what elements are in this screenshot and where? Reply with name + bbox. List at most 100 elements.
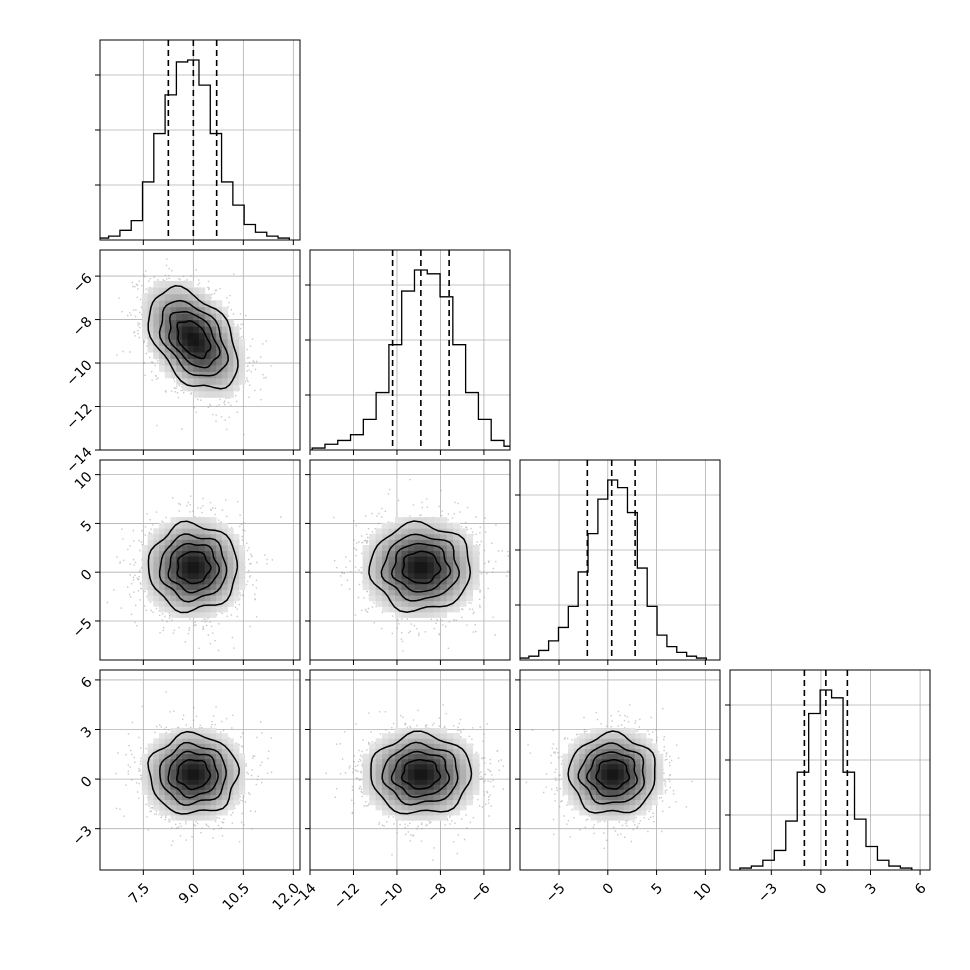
density-cell [239, 371, 246, 379]
density-cell [164, 589, 171, 596]
density-cell [227, 738, 234, 744]
density-cell [459, 584, 467, 591]
density-cell [453, 774, 461, 780]
density-cell [394, 561, 402, 568]
density-cell [382, 748, 389, 755]
density-cell [193, 784, 200, 790]
density-cell [414, 567, 422, 574]
density-cell [584, 779, 591, 785]
contour-line [400, 759, 442, 790]
density-cell [181, 332, 189, 340]
contour-line [368, 520, 472, 613]
density-cell [204, 799, 211, 806]
density-cell [459, 556, 467, 563]
density-cell [170, 293, 177, 301]
density-cell [159, 352, 166, 359]
density-cell [646, 763, 653, 770]
density-cell [407, 567, 415, 574]
density-cell [153, 779, 160, 785]
density-cell [153, 799, 160, 806]
density-cell [453, 567, 461, 574]
density-cell [147, 319, 154, 327]
density-cell [446, 794, 454, 801]
density-cell [394, 779, 402, 785]
density-cell [446, 595, 454, 602]
density-cell [170, 300, 177, 308]
density-cell [233, 779, 240, 785]
density-cell [618, 789, 625, 795]
density-cell [420, 528, 428, 535]
density-cell [640, 733, 647, 739]
density-cell [433, 545, 441, 551]
axes-frame [309, 459, 511, 661]
density-cell [187, 799, 194, 806]
density-cell [388, 556, 396, 563]
density-cell [164, 779, 171, 785]
density-cell [362, 774, 370, 780]
density-cell [204, 611, 211, 618]
density-cell [164, 606, 171, 613]
density-cell [453, 804, 461, 811]
density-cell [147, 550, 154, 557]
density-cell [440, 578, 448, 585]
density-cell [221, 528, 229, 535]
density-cell [170, 561, 177, 568]
density-cell [181, 584, 189, 591]
x-tick-label: 10 [691, 880, 715, 904]
density-cell [446, 550, 454, 557]
density-cell [420, 779, 428, 785]
density-cell [204, 384, 211, 392]
density-cell [446, 804, 454, 811]
density-cell [181, 377, 189, 385]
density-cell [420, 578, 428, 585]
x-tick-label: 10.5 [220, 880, 253, 913]
density-cell [607, 753, 614, 760]
density-cell [440, 522, 448, 529]
density-cell [595, 804, 602, 811]
density-cell [216, 589, 223, 596]
density-cell [453, 522, 461, 529]
density-cell [382, 606, 389, 613]
density-cell [407, 804, 415, 811]
density-cell [401, 809, 409, 816]
density-cell [595, 758, 602, 765]
contour-line [147, 520, 239, 614]
density-cell [204, 794, 211, 801]
density-cell [618, 794, 625, 801]
density-cell [394, 572, 402, 579]
density-cell [187, 313, 194, 321]
x-tick-label: −6 [468, 880, 494, 906]
density-cell [159, 804, 166, 811]
density-cell [233, 539, 240, 546]
density-cell [640, 738, 647, 744]
density-cell [239, 584, 246, 591]
density-cell [579, 794, 586, 801]
density-cell [153, 306, 160, 314]
density-cell [187, 789, 194, 795]
density-cell [629, 738, 636, 744]
density-cell [181, 567, 189, 574]
density-cell [369, 584, 376, 591]
x-tick-label: 9.0 [176, 880, 203, 907]
density-cell [401, 600, 409, 607]
density-cell [601, 738, 608, 744]
density-cell [388, 589, 396, 596]
density-cell [170, 533, 177, 540]
histogram-steps [520, 479, 707, 660]
density-cell [440, 545, 448, 551]
density-cell [187, 326, 194, 334]
density-cell [216, 784, 223, 790]
density-cell [181, 789, 189, 795]
density-cell [227, 345, 234, 353]
density-cell [199, 738, 206, 744]
density-cell [433, 758, 441, 765]
density-cell [153, 589, 160, 596]
density-cell [141, 584, 149, 591]
density-cell [216, 595, 223, 602]
density-cell [407, 763, 415, 770]
density-cell [216, 779, 223, 785]
density-cell [369, 561, 376, 568]
density-cell [459, 539, 467, 546]
density-cell [382, 600, 389, 607]
density-cell [388, 758, 396, 765]
